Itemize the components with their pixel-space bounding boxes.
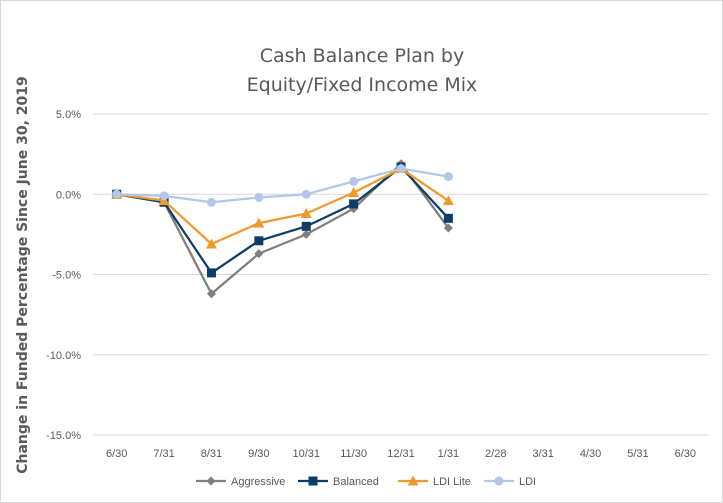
legend-item-ldi: LDI bbox=[484, 476, 536, 488]
square-marker bbox=[349, 199, 359, 209]
legend-item-balanced: Balanced bbox=[298, 476, 379, 488]
chart-title-line-1: Cash Balance Plan by bbox=[260, 45, 464, 67]
triangle-marker bbox=[253, 217, 265, 228]
series-line bbox=[116, 167, 450, 246]
x-tick-label: 2/28 bbox=[485, 448, 506, 460]
x-tick-label: 8/31 bbox=[201, 448, 222, 460]
square-marker bbox=[443, 213, 453, 223]
circle-marker bbox=[494, 476, 504, 486]
series-line bbox=[116, 167, 449, 204]
diamond-marker bbox=[254, 249, 264, 259]
circle-marker bbox=[159, 191, 169, 201]
series-line bbox=[116, 165, 450, 275]
chart-title-line-2: Equity/Fixed Income Mix bbox=[247, 74, 478, 96]
diamond-marker bbox=[301, 229, 311, 239]
x-tick-label: 6/30 bbox=[675, 448, 696, 460]
square-marker bbox=[254, 236, 264, 246]
x-tick-label: 4/30 bbox=[580, 448, 601, 460]
triangle-marker bbox=[348, 187, 360, 198]
y-axis-label: Change in Funded Percentage Since June 3… bbox=[15, 76, 31, 474]
circle-marker bbox=[396, 164, 406, 174]
series-lines bbox=[111, 159, 454, 299]
circle-marker bbox=[254, 192, 264, 202]
series-ldi bbox=[112, 164, 453, 207]
y-tick-label: 0.0% bbox=[56, 189, 81, 201]
legend-item-ldi-lite: LDI Lite bbox=[398, 475, 471, 488]
legend-label: Aggressive bbox=[231, 476, 285, 488]
x-tick-label: 3/31 bbox=[532, 448, 553, 460]
x-tick-label: 10/31 bbox=[292, 448, 320, 460]
y-tick-label: -5.0% bbox=[52, 270, 81, 282]
y-tick-label: -15.0% bbox=[46, 430, 81, 442]
x-tick-label: 6/30 bbox=[106, 448, 127, 460]
y-tick-label: 5.0% bbox=[56, 109, 81, 121]
legend: Aggressive Balanced LDI Lite LDI bbox=[196, 475, 536, 488]
gridlines bbox=[93, 113, 709, 436]
diamond-marker bbox=[443, 223, 453, 233]
triangle-marker bbox=[442, 195, 454, 206]
circle-marker bbox=[349, 176, 359, 186]
legend-label: Balanced bbox=[333, 476, 379, 488]
x-tick-label: 7/31 bbox=[153, 448, 174, 460]
diamond-marker bbox=[206, 289, 216, 299]
square-marker bbox=[301, 221, 311, 231]
diamond-marker bbox=[206, 476, 216, 486]
y-tick-labels: 5.0% 0.0% -5.0% -10.0% -15.0% bbox=[46, 109, 81, 442]
x-tick-labels: 6/30 7/31 8/31 9/30 10/31 11/30 12/31 1/31 2/28 3… bbox=[106, 448, 696, 460]
x-tick-label: 1/31 bbox=[438, 448, 459, 460]
circle-marker bbox=[112, 189, 122, 199]
triangle-marker bbox=[300, 208, 312, 219]
x-tick-label: 9/30 bbox=[248, 448, 269, 460]
series-balanced bbox=[112, 162, 453, 278]
triangle-marker bbox=[407, 475, 419, 486]
circle-marker bbox=[301, 189, 311, 199]
x-tick-label: 5/31 bbox=[627, 448, 648, 460]
circle-marker bbox=[443, 172, 453, 182]
y-tick-label: -10.0% bbox=[46, 350, 81, 362]
square-marker bbox=[308, 476, 318, 486]
legend-label: LDI Lite bbox=[433, 476, 471, 488]
triangle-marker bbox=[205, 238, 217, 249]
x-tick-label: 11/30 bbox=[340, 448, 367, 460]
legend-label: LDI bbox=[519, 476, 536, 488]
series-aggressive bbox=[112, 159, 453, 299]
square-marker bbox=[206, 268, 216, 278]
legend-item-aggressive: Aggressive bbox=[196, 476, 285, 488]
x-tick-label: 12/31 bbox=[387, 448, 415, 460]
circle-marker bbox=[206, 197, 216, 207]
